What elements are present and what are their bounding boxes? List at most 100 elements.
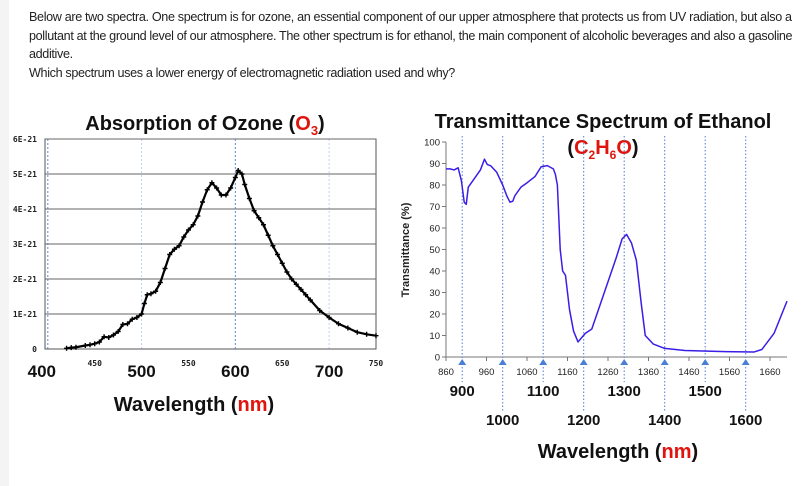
ethanol-y-tick-label: 10: [429, 331, 440, 342]
ozone-x-minor-label: 750: [369, 359, 384, 368]
ethanol-x-tick-label: 1360: [638, 367, 659, 378]
ozone-data-point: [239, 171, 245, 177]
ozone-data-point: [110, 332, 116, 338]
ozone-data-point: [101, 334, 107, 340]
arrow-up-icon: [579, 359, 588, 365]
ozone-data-point: [68, 345, 74, 351]
ozone-data-point: [167, 252, 173, 257]
ethanol-wavelength-mark-label: 900: [450, 383, 475, 400]
ozone-data-point: [364, 331, 370, 337]
ethanol-y-tick-label: 30: [429, 288, 440, 299]
ozone-data-point: [176, 243, 182, 249]
ozone-data-point: [235, 168, 241, 173]
ozone-data-point: [284, 269, 290, 275]
ozone-chart: 0 1E-21 2E-21 3E-21 4E-21 5E-21 6E-21 400 500 600…: [13, 135, 384, 381]
ozone-data-point: [87, 342, 93, 348]
arrow-up-icon: [660, 359, 669, 365]
ozone-x-major-label: 700: [315, 362, 343, 381]
ozone-data-point: [200, 199, 206, 205]
arrow-up-icon: [458, 359, 467, 365]
ethanol-x-axis-label: Wavelength (nm): [538, 441, 698, 463]
ozone-data-point: [141, 301, 147, 306]
ozone-data-point: [275, 252, 281, 257]
ethanol-wavelength-mark-label: 1600: [729, 412, 762, 429]
ethanol-x-tick-label: 1160: [557, 367, 577, 378]
ethanol-chart-title: Transmittance Spectrum of Ethanol: [435, 111, 772, 133]
ozone-y-tick-label: 4E-21: [13, 205, 37, 214]
ozone-y-tick-label: 2E-21: [13, 275, 37, 284]
ozone-y-tick-label: 3E-21: [13, 240, 37, 249]
ozone-data-point: [354, 329, 360, 335]
ethanol-y-tick-label: 90: [429, 159, 440, 170]
ozone-data-point: [223, 192, 229, 198]
ozone-data-point: [256, 215, 262, 221]
ethanol-y-tick-label: 0: [435, 353, 440, 364]
ozone-data-point: [144, 292, 150, 298]
ozone-data-point: [317, 308, 323, 313]
ethanol-y-axis-label: Transmittance (%): [400, 202, 412, 297]
ozone-x-minor-label: 450: [87, 359, 102, 368]
arrow-up-icon: [741, 359, 750, 365]
ethanol-wavelength-mark-label: 1100: [527, 383, 560, 400]
ozone-x-major-label: 500: [127, 362, 155, 381]
ethanol-y-tick-label: 20: [429, 310, 440, 321]
ozone-data-point: [335, 321, 341, 327]
ozone-data-point: [148, 291, 154, 297]
question-text: Below are two spectra. One spectrum is f…: [29, 8, 799, 82]
ozone-data-point: [232, 175, 238, 180]
ozone-data-point: [303, 292, 309, 298]
ozone-y-tick-label: 5E-21: [13, 170, 37, 179]
ozone-data-point: [162, 266, 168, 271]
ozone-x-major-label: 600: [221, 362, 249, 381]
ozone-chart-title: Absorption of Ozone (O3): [85, 113, 324, 138]
ozone-data-point: [82, 343, 88, 348]
ozone-x-minor-label: 650: [275, 359, 290, 368]
ozone-data-point: [279, 260, 285, 266]
ethanol-y-tick-label: 60: [429, 224, 440, 235]
ozone-y-tick-label: 6E-21: [13, 135, 37, 144]
ozone-x-major-label: 400: [28, 362, 56, 381]
ozone-data-point: [265, 232, 271, 238]
question-paragraph: Below are two spectra. One spectrum is f…: [29, 10, 793, 62]
ozone-data-point: [326, 315, 332, 320]
ozone-data-point: [293, 281, 299, 287]
ozone-data-point: [218, 192, 224, 198]
ozone-data-point: [251, 208, 257, 214]
ozone-data-point: [345, 325, 351, 331]
ozone-data-point: [181, 234, 187, 240]
ethanol-wavelength-mark-label: 1300: [608, 383, 641, 400]
ozone-data-point: [289, 276, 295, 282]
ethanol-x-tick-label: 1560: [719, 367, 740, 378]
ozone-data-point: [298, 287, 304, 292]
ozone-data-point: [134, 315, 140, 320]
ethanol-y-tick-label: 100: [424, 138, 440, 149]
ethanol-y-tick-label: 70: [429, 202, 440, 213]
ozone-data-point: [209, 180, 215, 186]
ozone-data-point: [204, 187, 210, 193]
arrow-up-icon: [701, 359, 710, 365]
ozone-data-point: [214, 185, 220, 191]
left-gutter: [0, 0, 9, 486]
ozone-y-tick-label: 1E-21: [13, 310, 37, 319]
arrow-up-icon: [539, 359, 548, 365]
ozone-data-point: [129, 316, 135, 322]
ozone-data-point: [260, 222, 266, 228]
ethanol-wavelength-mark-label: 1200: [567, 412, 600, 429]
ozone-data-point: [228, 185, 234, 191]
ozone-data-point: [64, 345, 70, 351]
ozone-data-point: [157, 280, 163, 285]
ethanol-wavelength-mark-label: 1400: [648, 412, 681, 429]
ozone-data-point: [153, 288, 159, 294]
ethanol-y-tick-label: 50: [429, 245, 440, 256]
ozone-data-point: [190, 222, 196, 228]
ethanol-chart: 0 10 20 30 40 50 60 70 80 90 100 860 960 1060 1160 1260…: [424, 136, 788, 429]
ozone-data-point: [106, 334, 112, 340]
ethanol-x-tick-label: 1060: [516, 367, 537, 378]
ozone-data-point: [307, 297, 313, 303]
ozone-data-point: [195, 213, 201, 219]
ozone-data-point: [171, 246, 177, 252]
ethanol-x-tick-label: 1260: [597, 367, 618, 378]
ozone-data-point: [96, 339, 102, 345]
ozone-data-point: [242, 182, 248, 187]
